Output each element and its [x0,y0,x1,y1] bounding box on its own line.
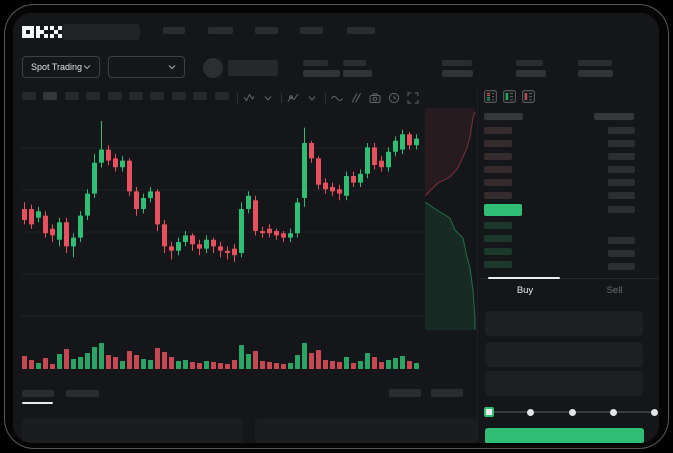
bottom-tab-indicator [22,402,53,404]
tab-buy[interactable]: Buy [516,285,534,296]
ask-row-4[interactable] [484,179,512,186]
timeframe-4[interactable] [108,92,122,100]
total-field[interactable] [485,371,643,396]
bottom-tab-1[interactable] [66,390,99,397]
ask-row-5[interactable] [484,192,512,199]
fullscreen-icon[interactable] [407,92,419,104]
chevron-down-icon [83,65,91,70]
bid-amount-2 [608,250,635,257]
ticker-stat-3-value [516,70,546,77]
nav-item-3[interactable] [300,27,323,34]
candlestick-chart[interactable] [20,110,425,330]
buy-submit-button[interactable] [485,428,644,443]
compare-icon[interactable] [350,92,362,104]
last-price-bar[interactable] [484,204,522,216]
nav-item-0[interactable] [163,27,185,34]
orderbook [484,113,635,273]
timeframe-9[interactable] [215,92,229,100]
bid-row-1[interactable] [484,235,512,242]
ticker-stat-1-label [343,60,366,66]
ticker-stat-0-value [303,70,340,77]
volume-histogram [20,337,425,369]
book-asks-icon[interactable] [522,90,535,103]
chevron-down-icon [168,65,176,70]
nav-item-2[interactable] [255,27,278,34]
bottom-panel-1 [255,418,477,443]
orderbook-header-amount [594,113,634,120]
timeframe-5[interactable] [129,92,143,100]
ticker-stat-2-value [442,70,473,77]
market-type-label: Spot Trading [31,62,83,72]
tab-sell[interactable]: Sell [606,285,623,296]
timeframe-8[interactable] [193,92,207,100]
panel-divider [477,88,478,443]
ask-amount-3 [608,166,635,173]
buy-tab-indicator [488,277,560,279]
price-field[interactable] [485,311,643,336]
pair-dropdown[interactable] [108,56,185,78]
pair-search-box[interactable] [62,24,140,40]
bottom-link-0[interactable] [389,389,421,397]
nav-item-1[interactable] [208,27,233,34]
slider-stop-2[interactable] [568,408,576,416]
ask-row-3[interactable] [484,166,512,173]
toolbar-divider [281,93,282,103]
timeframe-6[interactable] [150,92,164,100]
ticker-stat-3-label [516,60,543,66]
bid-row-3[interactable] [484,261,512,268]
okx-logo[interactable] [22,26,62,38]
bid-amount-1 [608,237,635,244]
slider-stop-4[interactable] [650,408,658,416]
market-type-selector[interactable]: Spot Trading [22,56,100,78]
line-tool-icon[interactable] [331,92,343,104]
ticker-stat-0-label [303,60,328,66]
ask-amount-0 [608,127,635,134]
slider-stop-3[interactable] [609,408,617,416]
ask-row-0[interactable] [484,127,512,134]
timeframe-1[interactable] [43,92,57,100]
ask-amount-5 [608,192,635,199]
timeframe-3[interactable] [86,92,100,100]
slider-handle[interactable] [484,407,494,417]
timeframe-0[interactable] [22,92,36,100]
ticker-stat-4-value [578,70,613,77]
ask-row-2[interactable] [484,153,512,160]
candle-style-icon[interactable] [243,92,255,104]
ticker-stat-4-label [578,60,612,66]
depth-overlay [425,108,480,330]
orderbook-header-price [484,113,523,120]
history-icon[interactable] [388,92,400,104]
bid-row-0[interactable] [484,222,512,229]
screen: Spot Trading Buy Sell [13,13,659,443]
trade-tabs-border [480,278,659,279]
slider-stop-1[interactable] [526,408,534,416]
indicator-dropdown-icon[interactable] [306,92,318,104]
coin-avatar [203,58,223,78]
nav-item-4[interactable] [347,27,375,34]
last-price-amount [608,206,635,213]
toolbar-divider [325,93,326,103]
amount-field[interactable] [485,342,643,367]
camera-icon[interactable] [369,92,381,104]
ask-amount-4 [608,179,635,186]
bid-row-2[interactable] [484,248,512,255]
style-dropdown-icon[interactable] [262,92,274,104]
indicator-icon[interactable] [287,92,299,104]
pair-name-placeholder [228,60,278,76]
ticker-stat-2-label [442,60,472,66]
book-bids-icon[interactable] [503,90,516,103]
ticker-stat-1-value [343,70,372,77]
ask-amount-1 [608,140,635,147]
bottom-tab-0[interactable] [22,390,54,397]
toolbar-divider [237,93,238,103]
bid-amount-3 [608,263,635,270]
ask-row-1[interactable] [484,140,512,147]
timeframe-7[interactable] [172,92,186,100]
timeframe-2[interactable] [65,92,79,100]
bottom-panel-0 [22,418,243,443]
bottom-link-1[interactable] [431,389,463,397]
book-combined-icon[interactable] [484,90,497,103]
ask-amount-2 [608,153,635,160]
